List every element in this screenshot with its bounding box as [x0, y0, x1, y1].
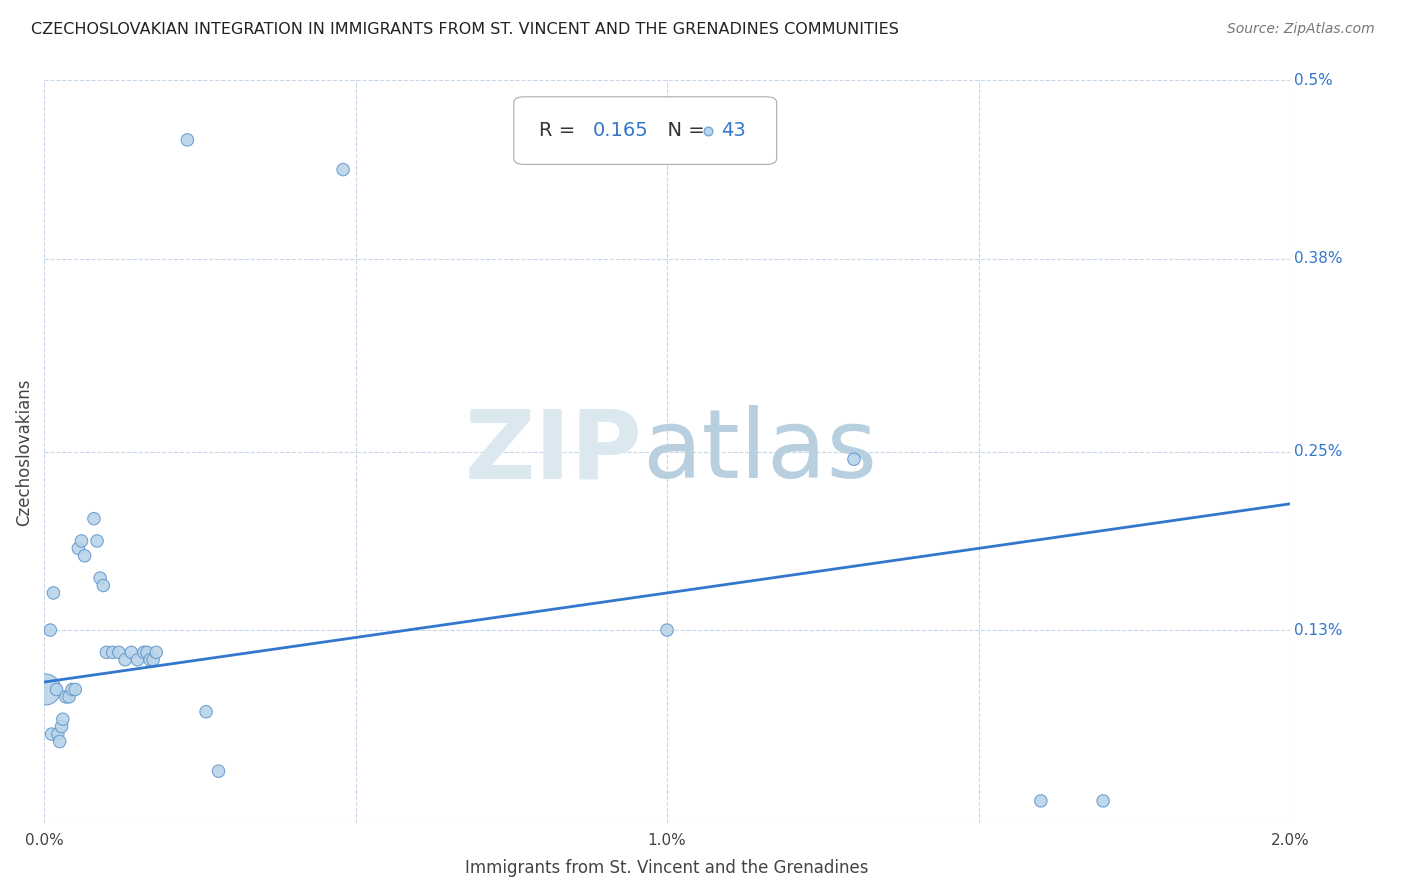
Point [65, 682, 87, 697]
Text: 0.13%: 0.13% [1294, 623, 1343, 638]
Point [207, 764, 229, 779]
Point [114, 653, 136, 667]
Text: 0.5%: 0.5% [1294, 73, 1333, 88]
Text: ZIP: ZIP [464, 405, 643, 499]
Point [86, 533, 108, 548]
Text: N =: N = [655, 121, 710, 140]
Text: 43: 43 [721, 121, 745, 140]
Point [39, 623, 62, 637]
Point [67, 541, 90, 556]
Point [45, 682, 67, 697]
Point [176, 133, 198, 147]
Point [73, 549, 96, 563]
Point [135, 645, 157, 659]
Text: Source: ZipAtlas.com: Source: ZipAtlas.com [1227, 22, 1375, 37]
Point [34, 682, 56, 697]
Point [655, 623, 678, 637]
Text: 0.165: 0.165 [592, 121, 648, 140]
Y-axis label: Czechoslovakians: Czechoslovakians [15, 378, 32, 525]
Point [1092, 794, 1115, 808]
Point [70, 533, 93, 548]
Point [52, 712, 75, 726]
Point [139, 653, 162, 667]
Point [101, 645, 124, 659]
Point [1029, 794, 1052, 808]
Point [58, 690, 80, 704]
Point [83, 511, 105, 525]
Point [96, 645, 118, 659]
Point [46, 727, 69, 741]
Point [48, 734, 70, 748]
Point [145, 645, 167, 659]
Text: 0.25%: 0.25% [1294, 444, 1343, 459]
Point [132, 645, 155, 659]
Point [195, 705, 218, 719]
Text: CZECHOSLOVAKIAN INTEGRATION IN IMMIGRANTS FROM ST. VINCENT AND THE GRENADINES CO: CZECHOSLOVAKIAN INTEGRATION IN IMMIGRANT… [31, 22, 898, 37]
Point [51, 720, 73, 734]
Point [55, 690, 77, 704]
Point [89, 571, 111, 585]
Point [842, 452, 865, 467]
Text: atlas: atlas [643, 405, 877, 499]
X-axis label: Immigrants from St. Vincent and the Grenadines: Immigrants from St. Vincent and the Gren… [465, 859, 869, 877]
Point [60, 682, 83, 697]
Point [127, 653, 149, 667]
Point [91, 578, 114, 592]
Point [108, 645, 131, 659]
Point [120, 645, 142, 659]
Point [142, 653, 165, 667]
Point [42, 586, 65, 600]
Text: 0.38%: 0.38% [1294, 252, 1343, 266]
FancyBboxPatch shape [513, 97, 776, 164]
Point [41, 727, 63, 741]
Point [332, 162, 354, 177]
Text: R =: R = [538, 121, 581, 140]
